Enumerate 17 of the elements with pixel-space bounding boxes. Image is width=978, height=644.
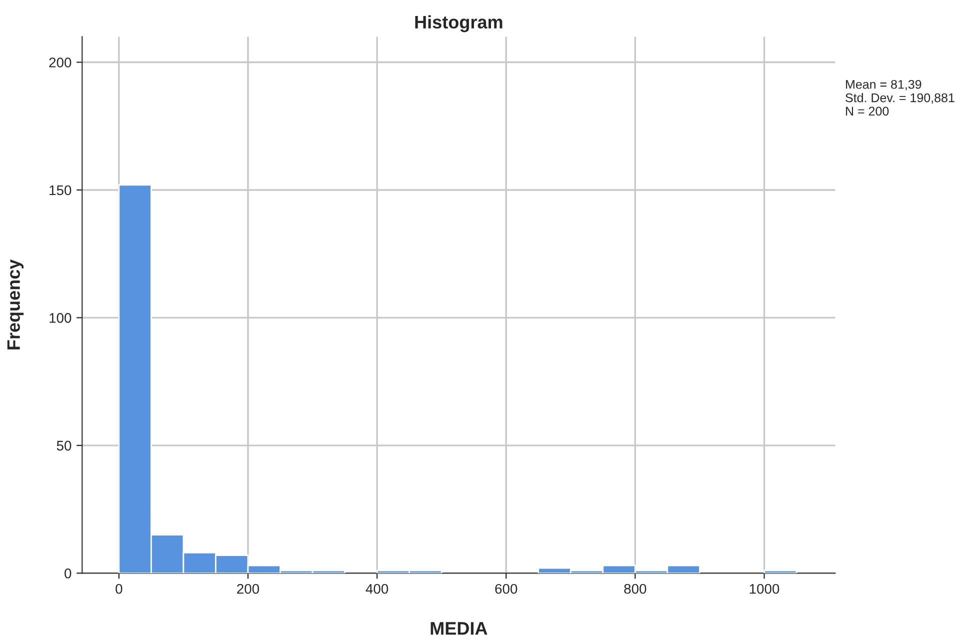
x-tick-label: 800: [624, 584, 646, 594]
y-tick-label: 100: [50, 313, 72, 323]
y-tick-label: 50: [56, 440, 72, 451]
x-tick-label: 0: [116, 584, 122, 594]
text: N = 200: [846, 106, 889, 116]
x-axis-title: MEDIA: [430, 622, 488, 635]
y-tick-label: 150: [50, 185, 72, 196]
y-tick-label: 200: [49, 58, 72, 68]
x-tick-label: 200: [237, 584, 260, 594]
x-tick-label: 600: [495, 584, 518, 594]
text: Std. Dev. = 190,881: [846, 93, 954, 104]
x-tick-label: 1000: [750, 584, 780, 594]
chart-title: Histogram: [415, 15, 502, 32]
y-tick-label: 0: [64, 568, 72, 578]
y-axis-title: Frequency: [7, 259, 24, 350]
x-tick-label: 400: [366, 584, 388, 594]
text: Mean = 81,39: [846, 80, 922, 90]
